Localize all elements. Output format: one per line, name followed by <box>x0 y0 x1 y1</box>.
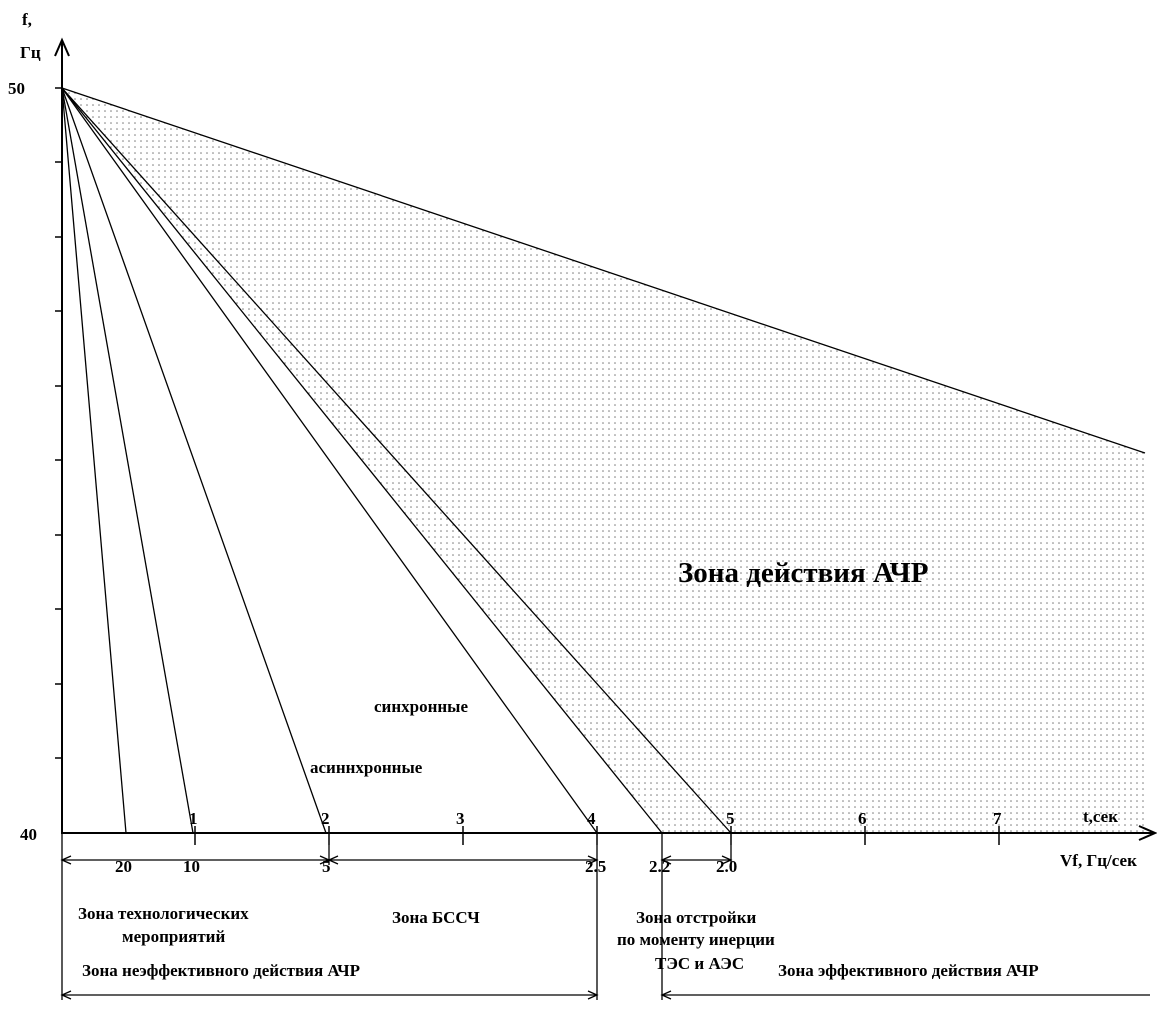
y-max-label: 50 <box>8 79 25 98</box>
detuning-zone-label-1: Зона отстройки <box>636 908 757 927</box>
time-tick-2: 2 <box>321 809 330 828</box>
rate-tick-2-0: 2.0 <box>716 857 737 876</box>
sync-curve-label: синхронные <box>374 697 468 716</box>
time-tick-1: 1 <box>189 809 198 828</box>
time-tick-3: 3 <box>456 809 465 828</box>
decay-lines <box>61 87 1146 834</box>
x-axis-time-label: t,сек <box>1083 807 1118 826</box>
decay-line-5-async <box>61 87 327 834</box>
decay-line-2-0 <box>61 87 732 834</box>
effective-zone-label: Зона эффективного действия АЧР <box>778 961 1039 980</box>
dimension-arrows <box>60 855 1150 1000</box>
async-curve-label: асиннхронные <box>310 758 423 777</box>
achr-zone-label: Зона действия АЧР <box>678 557 928 589</box>
y-axis-label: f, <box>22 10 32 29</box>
rate-tick-10: 10 <box>183 857 200 876</box>
y-axis-ticks <box>55 87 62 759</box>
detuning-zone-label-3: ТЭС и АЭС <box>655 954 744 973</box>
x-axis-arrow <box>1138 825 1157 841</box>
zone-boundaries <box>61 833 732 1000</box>
bssch-zone-label: Зона БССЧ <box>392 908 480 927</box>
decay-line-slow <box>61 87 1146 454</box>
rate-tick-20: 20 <box>115 857 132 876</box>
decay-line-20 <box>61 87 127 834</box>
x-axis-ticks <box>194 826 1000 845</box>
decay-line-2-2 <box>61 87 663 834</box>
x-axis-rate-label: Vf, Гц/сек <box>1060 851 1137 870</box>
rate-tick-2-2: 2.2 <box>649 857 670 876</box>
time-tick-4: 4 <box>587 809 596 828</box>
time-tick-labels: 1 2 3 4 5 6 7 <box>189 809 1002 828</box>
time-tick-5: 5 <box>726 809 735 828</box>
rate-tick-5: 5 <box>322 857 331 876</box>
tech-zone-label-1: Зона технологических <box>78 904 249 923</box>
time-tick-7: 7 <box>993 809 1002 828</box>
time-tick-6: 6 <box>858 809 867 828</box>
tech-zone-label-2: мероприятий <box>122 927 225 946</box>
achr-zone-shading <box>62 88 1145 833</box>
detuning-zone-label-2: по моменту инерции <box>617 930 775 949</box>
decay-line-2-5-sync <box>61 87 598 834</box>
rate-tick-2-5: 2.5 <box>585 857 606 876</box>
rate-tick-labels: 20 10 5 2.5 2.2 2.0 <box>115 857 737 876</box>
y-min-label: 40 <box>20 825 37 844</box>
y-axis-unit: Гц <box>20 43 41 62</box>
decay-line-10 <box>61 87 194 834</box>
y-axis-arrow <box>54 37 70 57</box>
ineffective-zone-label: Зона неэффективного действия АЧР <box>82 961 360 980</box>
